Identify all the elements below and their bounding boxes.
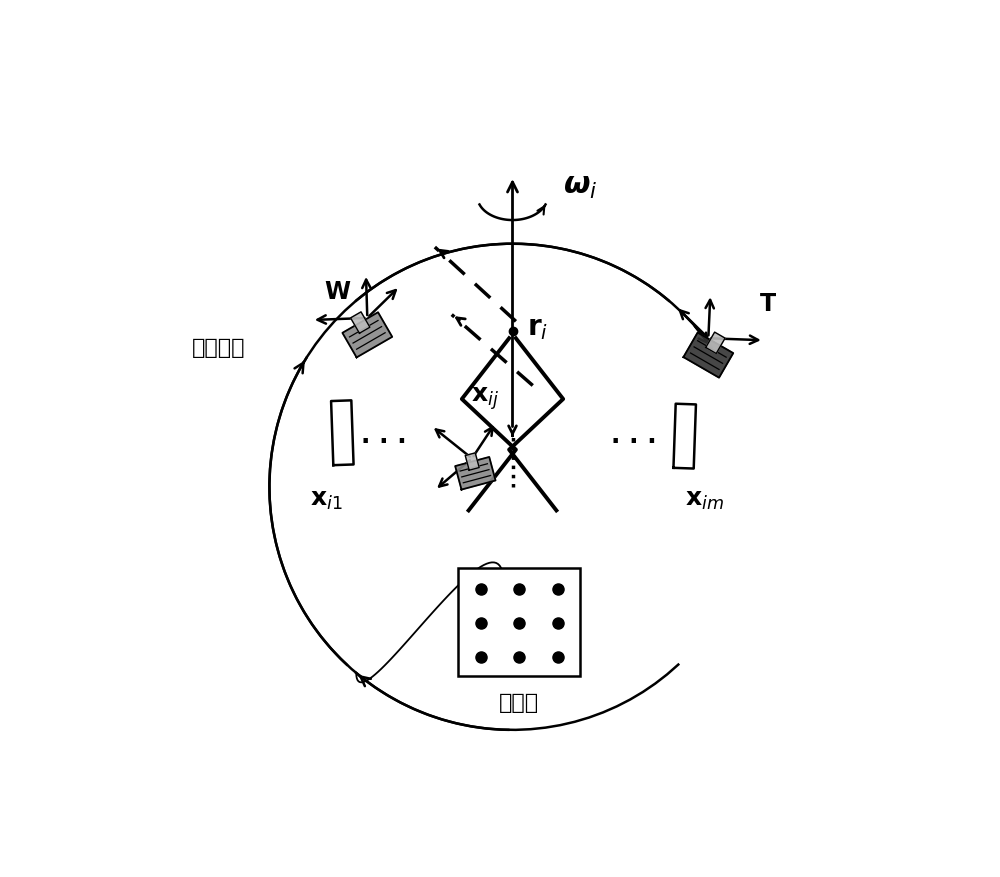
Text: T: T [760,292,776,317]
Polygon shape [706,332,725,353]
Polygon shape [331,400,354,465]
Text: $\mathbf{x}_{im}$: $\mathbf{x}_{im}$ [685,488,725,512]
Text: $\boldsymbol{\omega}_i$: $\boldsymbol{\omega}_i$ [563,172,598,201]
Polygon shape [455,457,496,489]
Polygon shape [683,332,733,378]
Text: . . .: . . . [361,424,407,448]
Text: $\mathbf{r}_i$: $\mathbf{r}_i$ [527,314,549,342]
Text: W: W [324,281,350,304]
Polygon shape [673,403,696,468]
Polygon shape [351,312,370,333]
Polygon shape [342,312,392,358]
Text: $\mathbf{x}_{ij}$: $\mathbf{x}_{ij}$ [471,385,500,411]
Text: . . .: . . . [611,424,657,448]
Text: 初始位置: 初始位置 [192,339,245,359]
Text: 目标点: 目标点 [499,693,539,713]
Text: $\mathbf{x}_{i1}$: $\mathbf{x}_{i1}$ [310,488,343,512]
Polygon shape [465,453,479,470]
Bar [458,567,580,676]
